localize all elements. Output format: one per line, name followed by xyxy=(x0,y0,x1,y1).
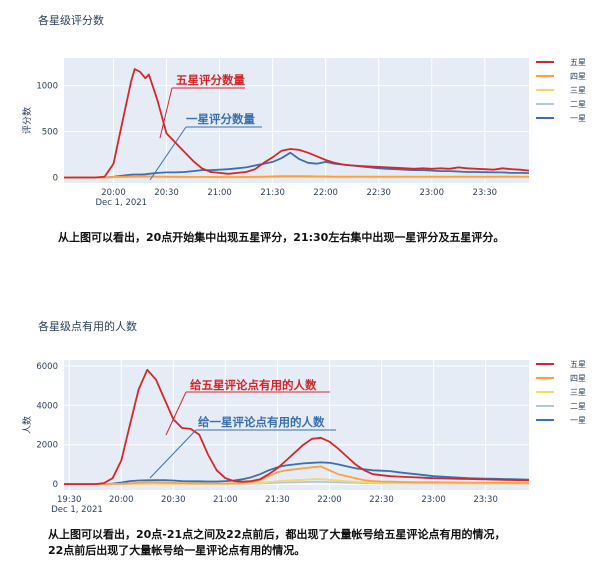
x-tick-label: 23:00 xyxy=(420,188,445,198)
chart-panel-1: 各星级评分数 0 500 1000 20:00 20:30 21:00 21:30 22:00… xyxy=(0,0,600,260)
annotation-pointer xyxy=(149,429,197,479)
y-axis-title: 人数 xyxy=(21,416,33,434)
annotation-label: 给五星评论点有用的人数 xyxy=(190,378,317,392)
legend-entry[interactable]: 二星 xyxy=(570,100,586,109)
annotation-label: 给一星评论点有用的人数 xyxy=(198,415,325,429)
y-tick-label: 0 xyxy=(53,480,58,490)
x-tick-label: 22:30 xyxy=(369,495,394,505)
caption-line: 22点前后出现了大量帐号给一星评论点有用的情况。 xyxy=(48,544,306,557)
annotation-label: 五星评分数量 xyxy=(176,73,245,87)
chart-panel-2: 各星级点有用的人数 0 2000 4000 6000 19:30 20:00 20:30 21… xyxy=(0,300,600,574)
x-tick-label: 20:00 xyxy=(101,188,126,198)
annotation-label: 一星评分数量 xyxy=(186,112,255,126)
x-tick-label: 23:00 xyxy=(421,495,446,505)
x-tick-label: 23:30 xyxy=(473,495,498,505)
plot-area xyxy=(64,58,529,183)
legend-entry[interactable]: 一星 xyxy=(570,114,586,123)
legend-entry[interactable]: 四星 xyxy=(570,374,586,383)
y-tick-label: 4000 xyxy=(36,401,58,411)
series-line-一星 xyxy=(64,151,530,179)
legend-entry[interactable]: 三星 xyxy=(570,86,586,95)
chart-caption: 从上图可以看出，20点开始集中出现五星评分，21:30左右集中出现一星评分及五星… xyxy=(58,230,504,246)
legend-entry[interactable]: 五星 xyxy=(570,360,586,369)
series-line-一星 xyxy=(64,461,530,486)
x-tick-label: 20:30 xyxy=(161,495,186,505)
y-tick-label: 1000 xyxy=(36,82,58,92)
x-tick-label: 22:30 xyxy=(366,188,391,198)
x-tick-label: 21:30 xyxy=(260,188,285,198)
legend-entry[interactable]: 四星 xyxy=(570,72,586,81)
helpful-count-chart: 0 2000 4000 6000 19:30 20:00 20:30 21:00 21:30 22… xyxy=(21,360,586,515)
series-line-四星 xyxy=(64,465,530,486)
series-line-五星 xyxy=(64,68,530,179)
x-tick-label: 20:00 xyxy=(109,495,134,505)
annotation-pointer xyxy=(165,391,187,436)
y-axis-title: 评分数 xyxy=(21,107,33,134)
x-tick-label: 20:30 xyxy=(154,188,179,198)
score-count-chart: 0 500 1000 20:00 20:30 21:00 21:30 22:00 22:30 23… xyxy=(21,58,586,208)
x-tick-label: 21:00 xyxy=(213,495,238,505)
legend-entry[interactable]: 一星 xyxy=(570,416,586,425)
legend-entry[interactable]: 五星 xyxy=(570,58,586,67)
x-tick-label: 21:00 xyxy=(207,188,232,198)
chart-title: 各星级点有用的人数 xyxy=(38,320,137,333)
annotation-pointer xyxy=(159,87,173,139)
chart-caption: 从上图可以看出，20点-21点之间及22点前后，都出现了大量帐号给五星评论点有用… xyxy=(48,527,506,559)
y-tick-label: 2000 xyxy=(36,441,58,451)
x-date-label: Dec 1, 2021 xyxy=(51,505,103,515)
caption-line: 从上图可以看出，20点-21点之间及22点前后，都出现了大量帐号给五星评论点有用… xyxy=(48,528,506,541)
legend-entry[interactable]: 二星 xyxy=(570,402,586,411)
series-line-四星 xyxy=(64,175,529,179)
y-tick-label: 6000 xyxy=(36,362,58,372)
y-tick-label: 500 xyxy=(42,128,58,138)
series-line-五星 xyxy=(64,368,530,486)
x-tick-label: 21:30 xyxy=(265,495,290,505)
x-tick-label: 19:30 xyxy=(57,495,82,505)
x-tick-label: 22:00 xyxy=(317,495,342,505)
caption-line: 从上图可以看出，20点开始集中出现五星评分，21:30左右集中出现一星评分及五星… xyxy=(58,231,505,244)
legend-entry[interactable]: 三星 xyxy=(570,388,586,397)
annotation-pointer xyxy=(149,126,187,181)
chart-title: 各星级评分数 xyxy=(38,14,104,27)
x-date-label: Dec 1, 2021 xyxy=(96,198,148,208)
x-tick-label: 22:00 xyxy=(313,188,338,198)
x-tick-label: 23:30 xyxy=(473,188,498,198)
y-tick-label: 0 xyxy=(53,173,58,183)
